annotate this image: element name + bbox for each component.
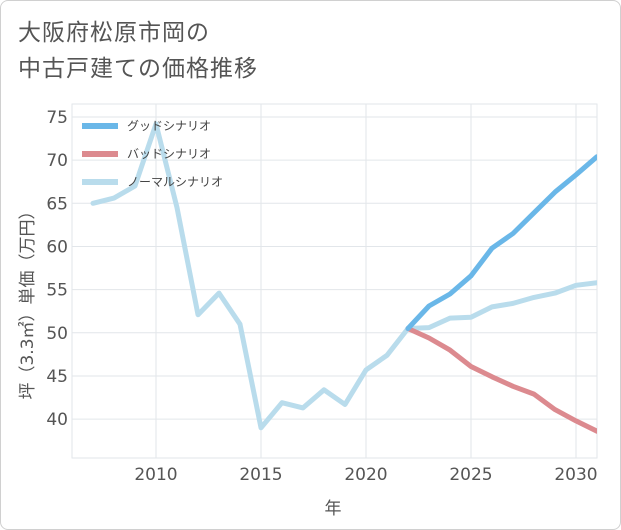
legend-label: ノーマルシナリオ bbox=[127, 175, 223, 189]
y-tick-label: 40 bbox=[46, 410, 68, 430]
series-line-normal bbox=[90, 121, 597, 431]
y-tick-label: 45 bbox=[46, 367, 68, 387]
x-tick-label: 2020 bbox=[344, 465, 387, 485]
y-tick-label: 60 bbox=[46, 237, 68, 257]
x-axis-label: 年 bbox=[325, 499, 342, 519]
x-tick-label: 2015 bbox=[239, 465, 282, 485]
y-tick-label: 55 bbox=[46, 281, 68, 301]
chart-title: 大阪府松原市岡の 中古戸建ての価格推移 bbox=[18, 15, 258, 87]
y-tick-label: 65 bbox=[46, 194, 68, 214]
grid-lines bbox=[71, 103, 598, 459]
y-tick-label: 70 bbox=[46, 151, 68, 171]
x-tick-label: 2030 bbox=[554, 465, 597, 485]
series-layer bbox=[90, 121, 598, 434]
legend-label: バッドシナリオ bbox=[127, 147, 211, 161]
tick-labels: 40 45 50 55 60 65 70 75 2010 2015 2020 2025 2030 bbox=[46, 108, 597, 485]
y-tick-label: 50 bbox=[46, 324, 68, 344]
legend-label: グッドシナリオ bbox=[127, 119, 211, 133]
series-line-good bbox=[405, 154, 597, 331]
chart-title-line2: 中古戸建ての価格推移 bbox=[18, 56, 258, 82]
x-tick-label: 2025 bbox=[449, 465, 492, 485]
series-line-bad bbox=[405, 326, 597, 434]
chart-title-line1: 大阪府松原市岡の bbox=[18, 20, 210, 46]
y-axis-label: 坪（3.3㎡）単価（万円） bbox=[18, 202, 38, 399]
y-tick-label: 75 bbox=[46, 108, 68, 128]
x-tick-label: 2010 bbox=[134, 465, 177, 485]
